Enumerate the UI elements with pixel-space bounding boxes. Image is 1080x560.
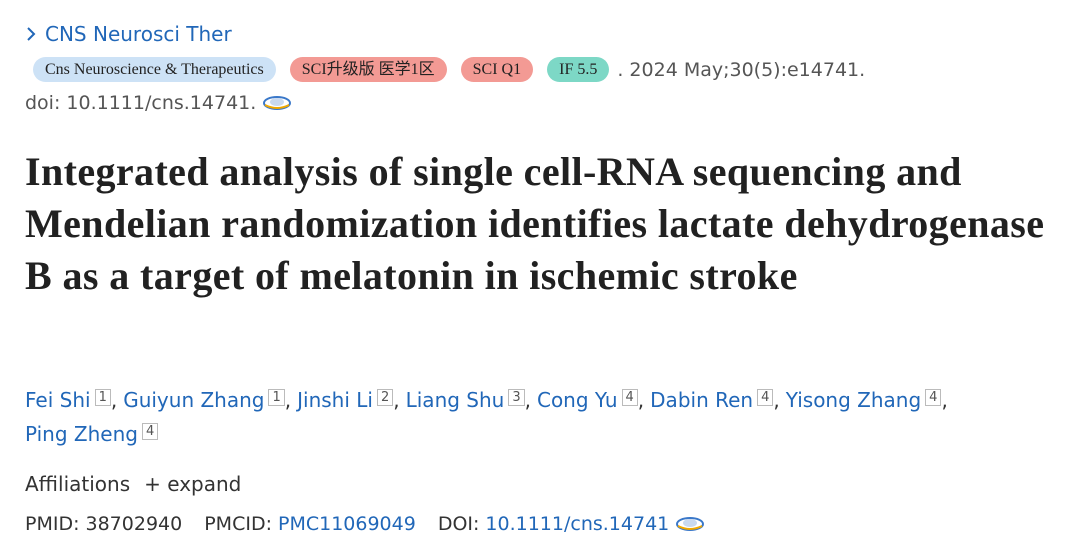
affiliation-ref[interactable]: 4 xyxy=(141,423,159,440)
badge: Cns Neuroscience & Therapeutics xyxy=(33,57,276,82)
separator: , xyxy=(773,388,780,412)
affiliation-ref[interactable]: 4 xyxy=(925,389,942,406)
badge: IF 5.5 xyxy=(547,57,610,82)
doi-text: doi: 10.1111/cns.14741. xyxy=(25,92,257,114)
author-list: Fei Shi 1, Guiyun Zhang 1, Jinshi Li 2, Liang … xyxy=(25,383,1065,451)
eye-icon[interactable] xyxy=(675,515,705,533)
affiliation-ref[interactable]: 1 xyxy=(268,389,285,406)
separator: , xyxy=(637,388,645,412)
affiliations-label: Affiliations xyxy=(25,472,131,496)
author-name[interactable]: Ping Zheng xyxy=(25,422,138,446)
journal-name[interactable]: CNS Neurosci Ther xyxy=(45,22,232,46)
author-name[interactable]: Guiyun Zhang xyxy=(123,388,265,412)
badge: SCI升级版 医学1区 xyxy=(289,57,447,82)
journal-link[interactable]: CNS Neurosci Ther xyxy=(25,22,232,46)
author-name[interactable]: Dabin Ren xyxy=(650,388,754,412)
separator: , xyxy=(524,388,531,412)
identifiers: PMID: 38702940 PMCID: PMC11069049 DOI: 1… xyxy=(25,513,705,535)
affiliation-ref[interactable]: 4 xyxy=(621,389,638,406)
chevron-icon xyxy=(27,27,36,41)
affiliation-ref[interactable]: 4 xyxy=(757,389,774,406)
author-name[interactable]: Liang Shu xyxy=(405,388,505,412)
author-name[interactable]: Yisong Zhang xyxy=(785,388,922,412)
author-name[interactable]: Cong Yu xyxy=(536,388,618,412)
eye-icon[interactable] xyxy=(262,94,292,112)
article-title: Integrated analysis of single cell-RNA s… xyxy=(25,149,1045,298)
separator: , xyxy=(393,388,400,412)
doi-link[interactable]: 10.1111/cns.14741 xyxy=(485,513,670,535)
expand-button[interactable]: + expand xyxy=(144,472,242,496)
separator: , xyxy=(284,388,292,412)
author-name[interactable]: Fei Shi xyxy=(25,388,91,412)
badge: SCI Q1 xyxy=(460,57,534,82)
affiliation-ref[interactable]: 3 xyxy=(508,389,525,406)
citation: . 2024 May;30(5):e14741. xyxy=(617,58,866,81)
affiliations-row: Affiliations + expand xyxy=(25,472,241,496)
badge-row: Cns Neuroscience & Therapeutics SCI升级版 医… xyxy=(33,57,865,82)
separator: , xyxy=(110,388,118,412)
pmid: 38702940 xyxy=(85,513,183,535)
doi-line: doi: 10.1111/cns.14741. xyxy=(25,92,292,114)
doi-label: DOI: xyxy=(437,513,480,535)
affiliation-ref[interactable]: 2 xyxy=(376,389,394,406)
pmcid-label: PMCID: xyxy=(204,513,272,535)
pmid-label: PMID: xyxy=(25,513,80,535)
affiliation-ref[interactable]: 1 xyxy=(94,389,111,406)
separator: , xyxy=(941,388,948,412)
pmcid-link[interactable]: PMC11069049 xyxy=(277,513,416,535)
author-name[interactable]: Jinshi Li xyxy=(297,388,373,412)
